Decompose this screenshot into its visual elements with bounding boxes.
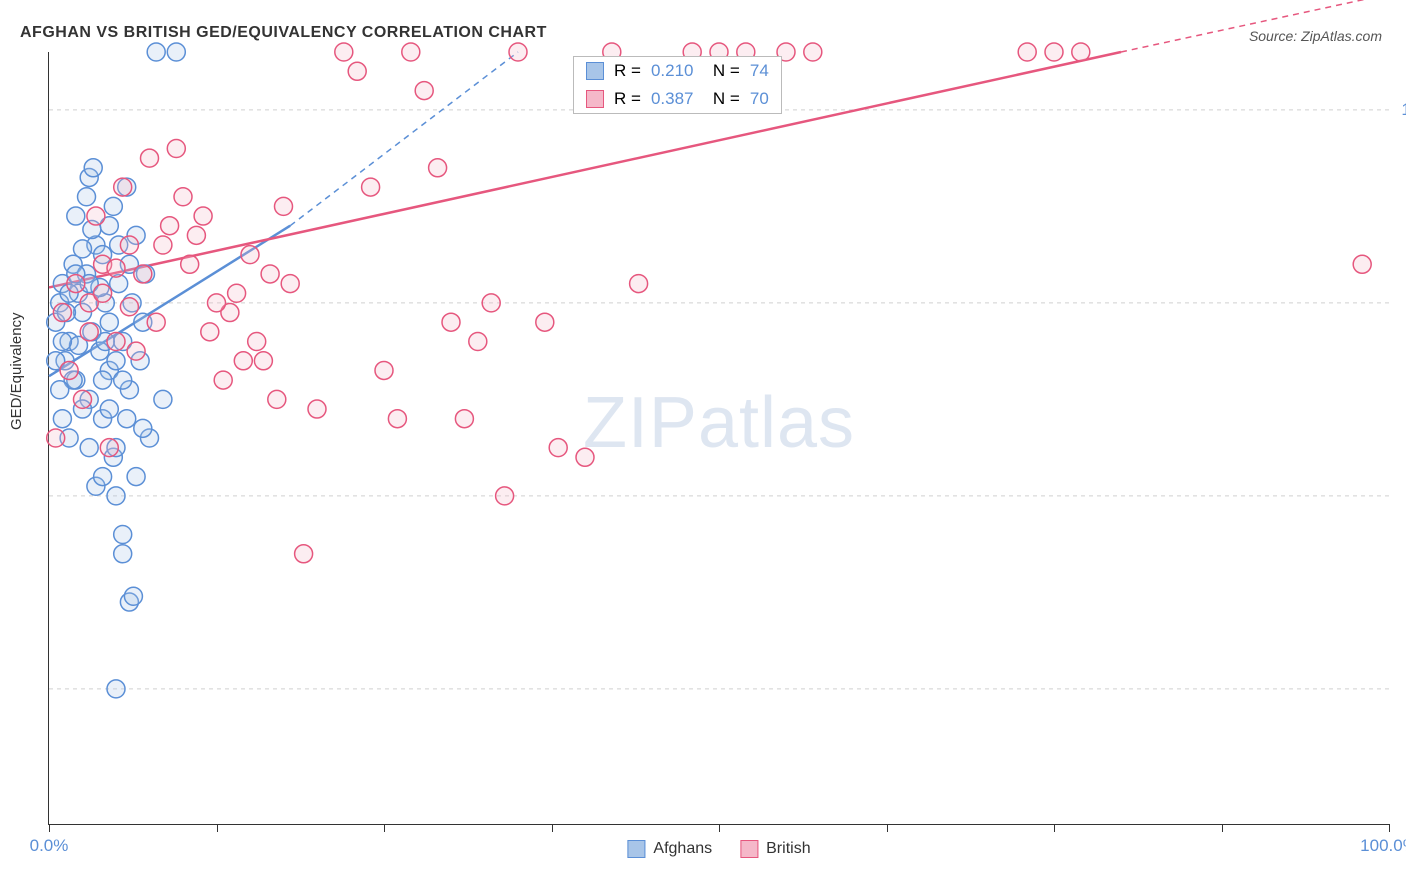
y-axis-label: GED/Equivalency: [8, 312, 25, 430]
afghans-legend-swatch: [627, 840, 645, 858]
afghans-r-value: 0.210: [651, 61, 694, 81]
plot-svg: [49, 52, 1389, 824]
correlation-legend: R = 0.210 N = 74 R = 0.387 N = 70: [573, 56, 782, 114]
legend-item-afghans: Afghans: [627, 840, 712, 858]
r-label: R =: [614, 61, 641, 81]
n-label: N =: [703, 61, 739, 81]
source-attribution: Source: ZipAtlas.com: [1249, 28, 1382, 44]
legend-item-british: British: [740, 840, 810, 858]
n-label: N =: [703, 89, 739, 109]
series-legend: Afghans British: [627, 840, 810, 858]
british-legend-swatch: [740, 840, 758, 858]
british-legend-label: British: [766, 840, 810, 857]
ytick-label: 70.0%: [1399, 679, 1406, 699]
correlation-row-british: R = 0.387 N = 70: [574, 85, 781, 113]
ytick-label: 90.0%: [1399, 293, 1406, 313]
r-label: R =: [614, 89, 641, 109]
afghans-legend-label: Afghans: [653, 840, 712, 857]
xtick-label: 100.0%: [1360, 836, 1406, 856]
afghans-swatch: [586, 62, 604, 80]
british-swatch: [586, 90, 604, 108]
ytick-label: 80.0%: [1399, 486, 1406, 506]
british-n-value: 70: [750, 89, 769, 109]
ytick-label: 100.0%: [1399, 100, 1406, 120]
correlation-row-afghans: R = 0.210 N = 74: [574, 57, 781, 85]
plot-area: ZIPatlas 70.0%80.0%90.0%100.0% 0.0%100.0…: [48, 52, 1389, 825]
british-r-value: 0.387: [651, 89, 694, 109]
afghans-n-value: 74: [750, 61, 769, 81]
chart-title: AFGHAN VS BRITISH GED/EQUIVALENCY CORREL…: [20, 24, 547, 42]
xtick-label: 0.0%: [30, 836, 69, 856]
